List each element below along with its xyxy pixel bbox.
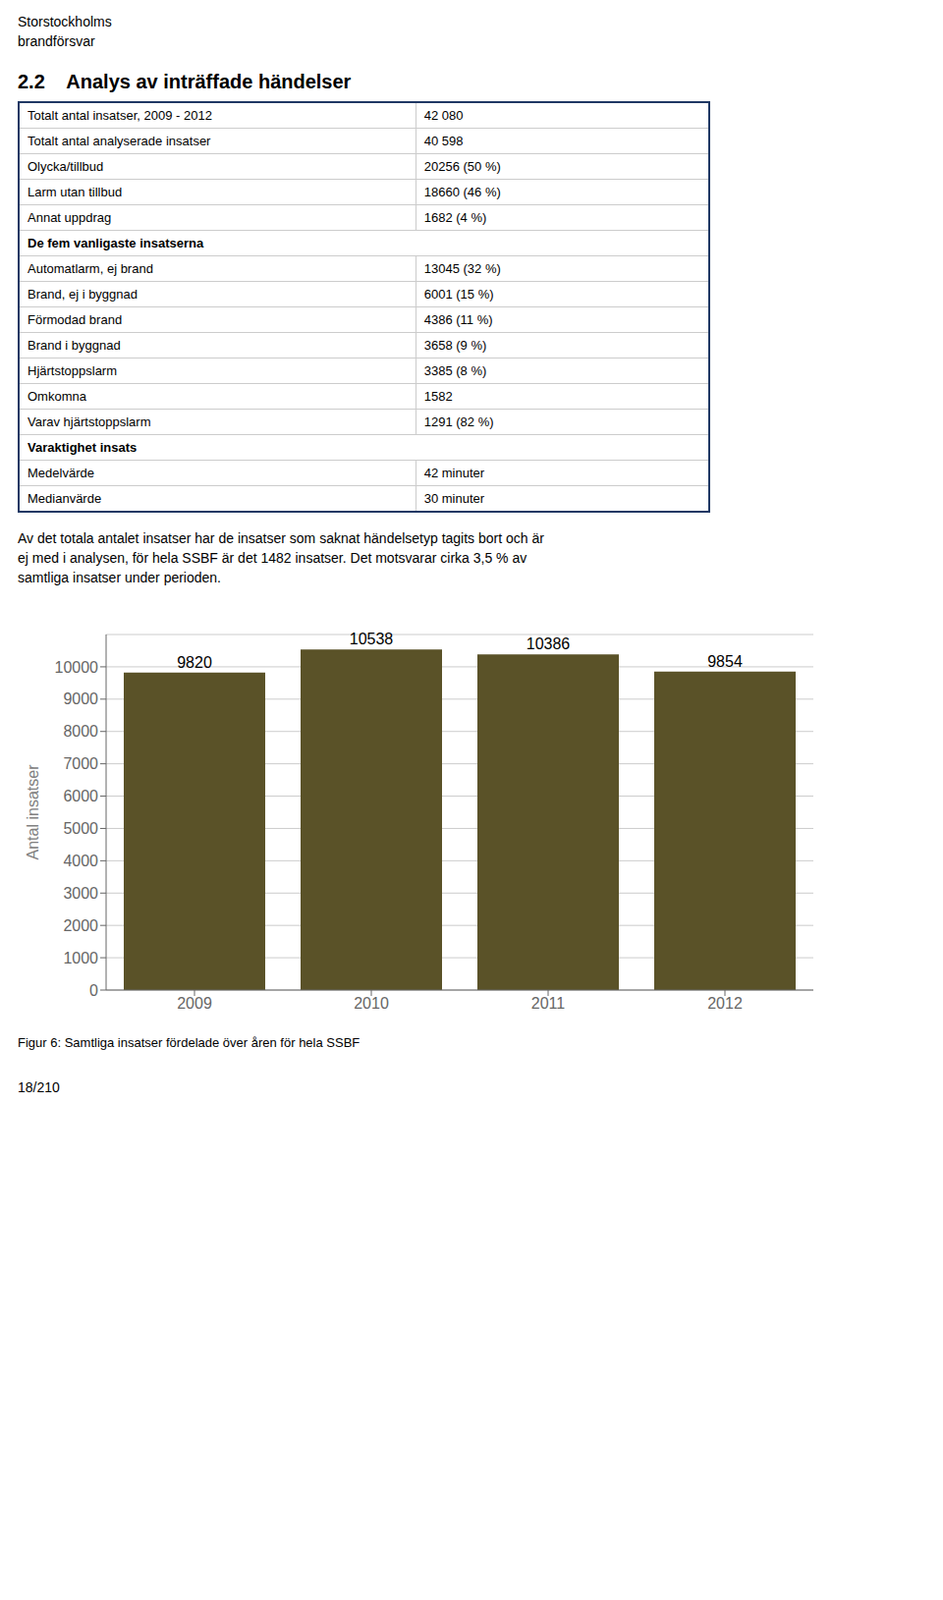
svg-text:5000: 5000 [62, 820, 99, 837]
html-text:42 080: 42 080 [424, 108, 464, 123]
html-text:Medianvärde: Medianvärde [27, 491, 102, 506]
html-text:Totalt antal insatser, 2009 -: Totalt antal insatser, 2009 - 2012 [27, 108, 213, 123]
html-text:ej med i analysen, för hela SS: ej med i analysen, för hela SSBF är det … [17, 550, 527, 566]
html-text:1291 (82 %): 1291 (82 %) [424, 414, 494, 430]
svg-text:2009: 2009 [176, 995, 213, 1012]
html-text:3385 (8 %): 3385 (8 %) [424, 363, 487, 379]
html-text:Larm utan tillbud: Larm utan tillbud [27, 184, 122, 200]
html-text:Medelvärde: Medelvärde [27, 465, 95, 481]
svg-text:1000: 1000 [62, 949, 99, 967]
html-text:2.2 Analys av inträffade hände: 2.2 Analys av inträffade händelser [17, 70, 352, 93]
svg-text:2012: 2012 [707, 995, 743, 1012]
svg-text:2000: 2000 [62, 917, 99, 935]
svg-text:7000: 7000 [62, 755, 99, 773]
svg-text:9000: 9000 [62, 690, 99, 708]
html-text:samtliga insatser under period: samtliga insatser under perioden. [17, 569, 222, 586]
html-text:Totalt antal analyserade insat: Totalt antal analyserade insatser [27, 133, 211, 149]
html-text:Storstockholms: Storstockholms [17, 13, 112, 30]
svg-text:0: 0 [89, 982, 99, 999]
html-text:42 minuter: 42 minuter [424, 465, 485, 481]
svg-text:10386: 10386 [526, 635, 571, 653]
svg-text:8000: 8000 [62, 722, 99, 740]
html-text:brandförsvar: brandförsvar [17, 33, 95, 50]
html-text:40 598: 40 598 [424, 133, 464, 149]
svg-text:4000: 4000 [62, 852, 99, 870]
svg-text:10000: 10000 [55, 659, 100, 676]
svg-text:3000: 3000 [62, 885, 99, 902]
svg-text:2010: 2010 [353, 995, 389, 1012]
html-text:De fem vanligaste insatserna: De fem vanligaste insatserna [27, 235, 204, 251]
html-text:20256 (50 %): 20256 (50 %) [424, 159, 501, 174]
html-text:1582: 1582 [424, 388, 453, 404]
svg-text:10538: 10538 [349, 630, 394, 648]
html-text:13045 (32 %): 13045 (32 %) [424, 261, 501, 277]
html-text:4386 (11 %): 4386 (11 %) [424, 312, 493, 328]
html-text:Annat uppdrag: Annat uppdrag [27, 210, 112, 225]
html-text:6001 (15 %): 6001 (15 %) [424, 286, 494, 302]
html-text:Varav hjärtstoppslarm: Varav hjärtstoppslarm [27, 414, 151, 430]
html-text:Förmodad brand: Förmodad brand [27, 312, 122, 328]
html-text:Brand i byggnad: Brand i byggnad [27, 337, 121, 353]
svg-text:6000: 6000 [62, 787, 99, 805]
svg-text:Antal insatser: Antal insatser [24, 764, 42, 861]
svg-text:9820: 9820 [176, 654, 213, 671]
html-text:30 minuter: 30 minuter [424, 491, 485, 506]
html-text:Omkomna: Omkomna [27, 388, 87, 404]
html-text:18660 (46 %): 18660 (46 %) [424, 184, 501, 200]
html-text:3658 (9 %): 3658 (9 %) [424, 337, 487, 353]
html-text:Olycka/tillbud: Olycka/tillbud [27, 159, 104, 174]
html-text:Hjärtstoppslarm: Hjärtstoppslarm [27, 363, 117, 379]
html-text:Automatlarm, ej brand: Automatlarm, ej brand [27, 261, 154, 277]
html-text:1682 (4 %): 1682 (4 %) [424, 210, 487, 225]
html-text:Figur 6: Samtliga insatser för: Figur 6: Samtliga insatser fördelade öve… [17, 1035, 360, 1051]
html-text:Av det totala antalet insatser: Av det totala antalet insatser har de in… [17, 530, 545, 547]
html-text:Varaktighet insats: Varaktighet insats [27, 440, 137, 455]
svg-text:9854: 9854 [707, 653, 743, 670]
html-text:Brand, ej i byggnad: Brand, ej i byggnad [27, 286, 138, 302]
html-text:18/210: 18/210 [17, 1079, 60, 1096]
svg-text:2011: 2011 [531, 995, 566, 1012]
